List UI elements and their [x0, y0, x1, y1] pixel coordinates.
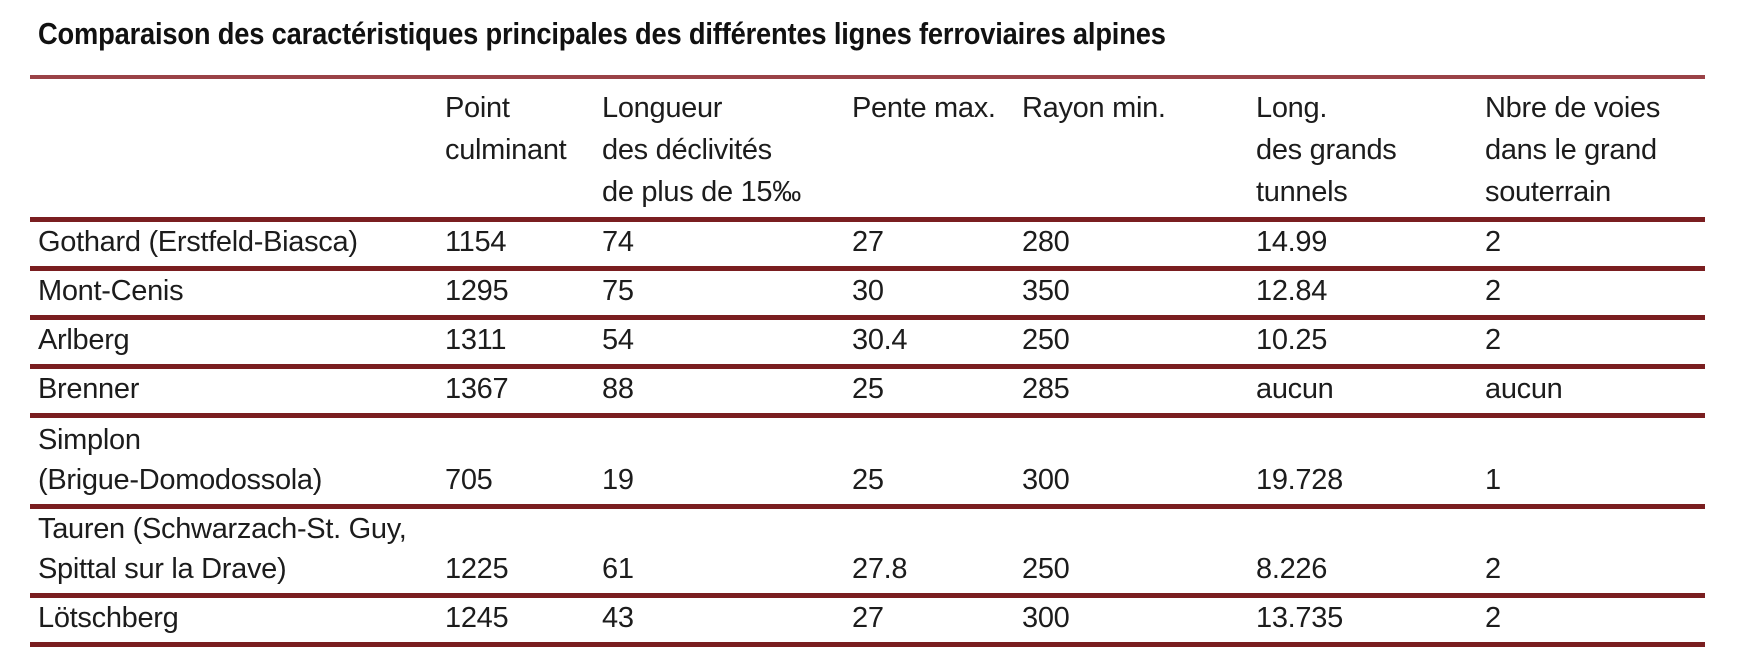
table-row-gothard: Gothard (Erstfeld-Biasca) 1154 74 27 280… [30, 220, 1705, 269]
column-header-point-culminant: Point culminant [445, 92, 567, 166]
column-header-longueur-declivites: Longueur des déclivités de plus de 15‰ [602, 92, 801, 208]
table-cell: 8.226 [1256, 553, 1328, 585]
table-cell: 30.4 [852, 324, 908, 356]
row-label: Brenner [38, 373, 140, 405]
table-cell: 19 [602, 464, 634, 496]
column-header-long-tunnels: Long. des grands tunnels [1256, 92, 1397, 208]
table-cell: 43 [602, 602, 634, 634]
table-cell: 1367 [445, 373, 509, 405]
table-cell: aucun [1485, 373, 1563, 405]
row-label: Mont-Cenis [38, 275, 184, 307]
table-cell: 1 [1485, 464, 1501, 496]
table-cell: 30 [852, 275, 884, 307]
table-cell: 74 [602, 226, 634, 258]
row-label: Arlberg [38, 324, 130, 356]
table-cell: 285 [1022, 373, 1070, 405]
table-cell: 1311 [445, 324, 507, 356]
table-row-lotschberg: Lötschberg 1245 43 27 300 13.735 2 [30, 596, 1705, 645]
table-cell: 1225 [445, 553, 509, 585]
row-label: Gothard (Erstfeld-Biasca) [38, 226, 358, 258]
table-cell: 10.25 [1256, 324, 1328, 356]
table-cell: 2 [1485, 553, 1501, 585]
table-cell: 2 [1485, 602, 1501, 634]
column-header-rayon-min: Rayon min. [1022, 92, 1166, 124]
table-cell: 19.728 [1256, 464, 1343, 496]
table-row-arlberg: Arlberg 1311 54 30.4 250 10.25 2 [30, 318, 1705, 367]
table-cell: aucun [1256, 373, 1334, 405]
table-cell: 300 [1022, 602, 1070, 634]
page-title: Comparaison des caractéristiques princip… [38, 16, 1166, 51]
table-cell: 250 [1022, 553, 1070, 585]
table-cell: 14.99 [1256, 226, 1328, 258]
table-cell: 54 [602, 324, 634, 356]
table-cell: 2 [1485, 275, 1501, 307]
table-cell: 61 [602, 553, 634, 585]
table-cell: 1295 [445, 275, 509, 307]
table-cell: 12.84 [1256, 275, 1328, 307]
table-cell: 2 [1485, 324, 1501, 356]
table-cell: 27 [852, 602, 884, 634]
table-row-simplon: Simplon (Brigue-Domodossola) 705 19 25 3… [30, 416, 1705, 507]
table-cell: 25 [852, 373, 884, 405]
header-row: Point culminant Longueur des déclivités … [30, 77, 1705, 220]
table-cell: 705 [445, 464, 493, 496]
table-cell: 2 [1485, 226, 1501, 258]
column-header-pente-max: Pente max. [852, 92, 996, 124]
table-cell: 350 [1022, 275, 1070, 307]
table-cell: 27 [852, 226, 884, 258]
table-cell: 25 [852, 464, 884, 496]
table-cell: 27.8 [852, 553, 908, 585]
column-header-line [30, 77, 445, 220]
table-cell: 13.735 [1256, 602, 1343, 634]
table-cell: 280 [1022, 226, 1070, 258]
column-header-nbre-voies: Nbre de voies dans le grand souterrain [1485, 92, 1661, 208]
table-row-brenner: Brenner 1367 88 25 285 aucun aucun [30, 367, 1705, 416]
table-cell: 1154 [445, 226, 507, 258]
table-body: Gothard (Erstfeld-Biasca) 1154 74 27 280… [30, 220, 1705, 645]
table-cell: 250 [1022, 324, 1070, 356]
table-cell: 1245 [445, 602, 509, 634]
row-label: Tauren (Schwarzach-St. Guy, Spittal sur … [38, 513, 407, 585]
table-header: Point culminant Longueur des déclivités … [30, 77, 1705, 220]
table-row-tauren: Tauren (Schwarzach-St. Guy, Spittal sur … [30, 507, 1705, 596]
table-cell: 88 [602, 373, 634, 405]
table-cell: 75 [602, 275, 634, 307]
row-label: Simplon (Brigue-Domodossola) [38, 424, 323, 496]
table-cell: 300 [1022, 464, 1070, 496]
alpine-railways-table: Point culminant Longueur des déclivités … [30, 75, 1705, 647]
table-row-mont-cenis: Mont-Cenis 1295 75 30 350 12.84 2 [30, 269, 1705, 318]
row-label: Lötschberg [38, 602, 179, 634]
